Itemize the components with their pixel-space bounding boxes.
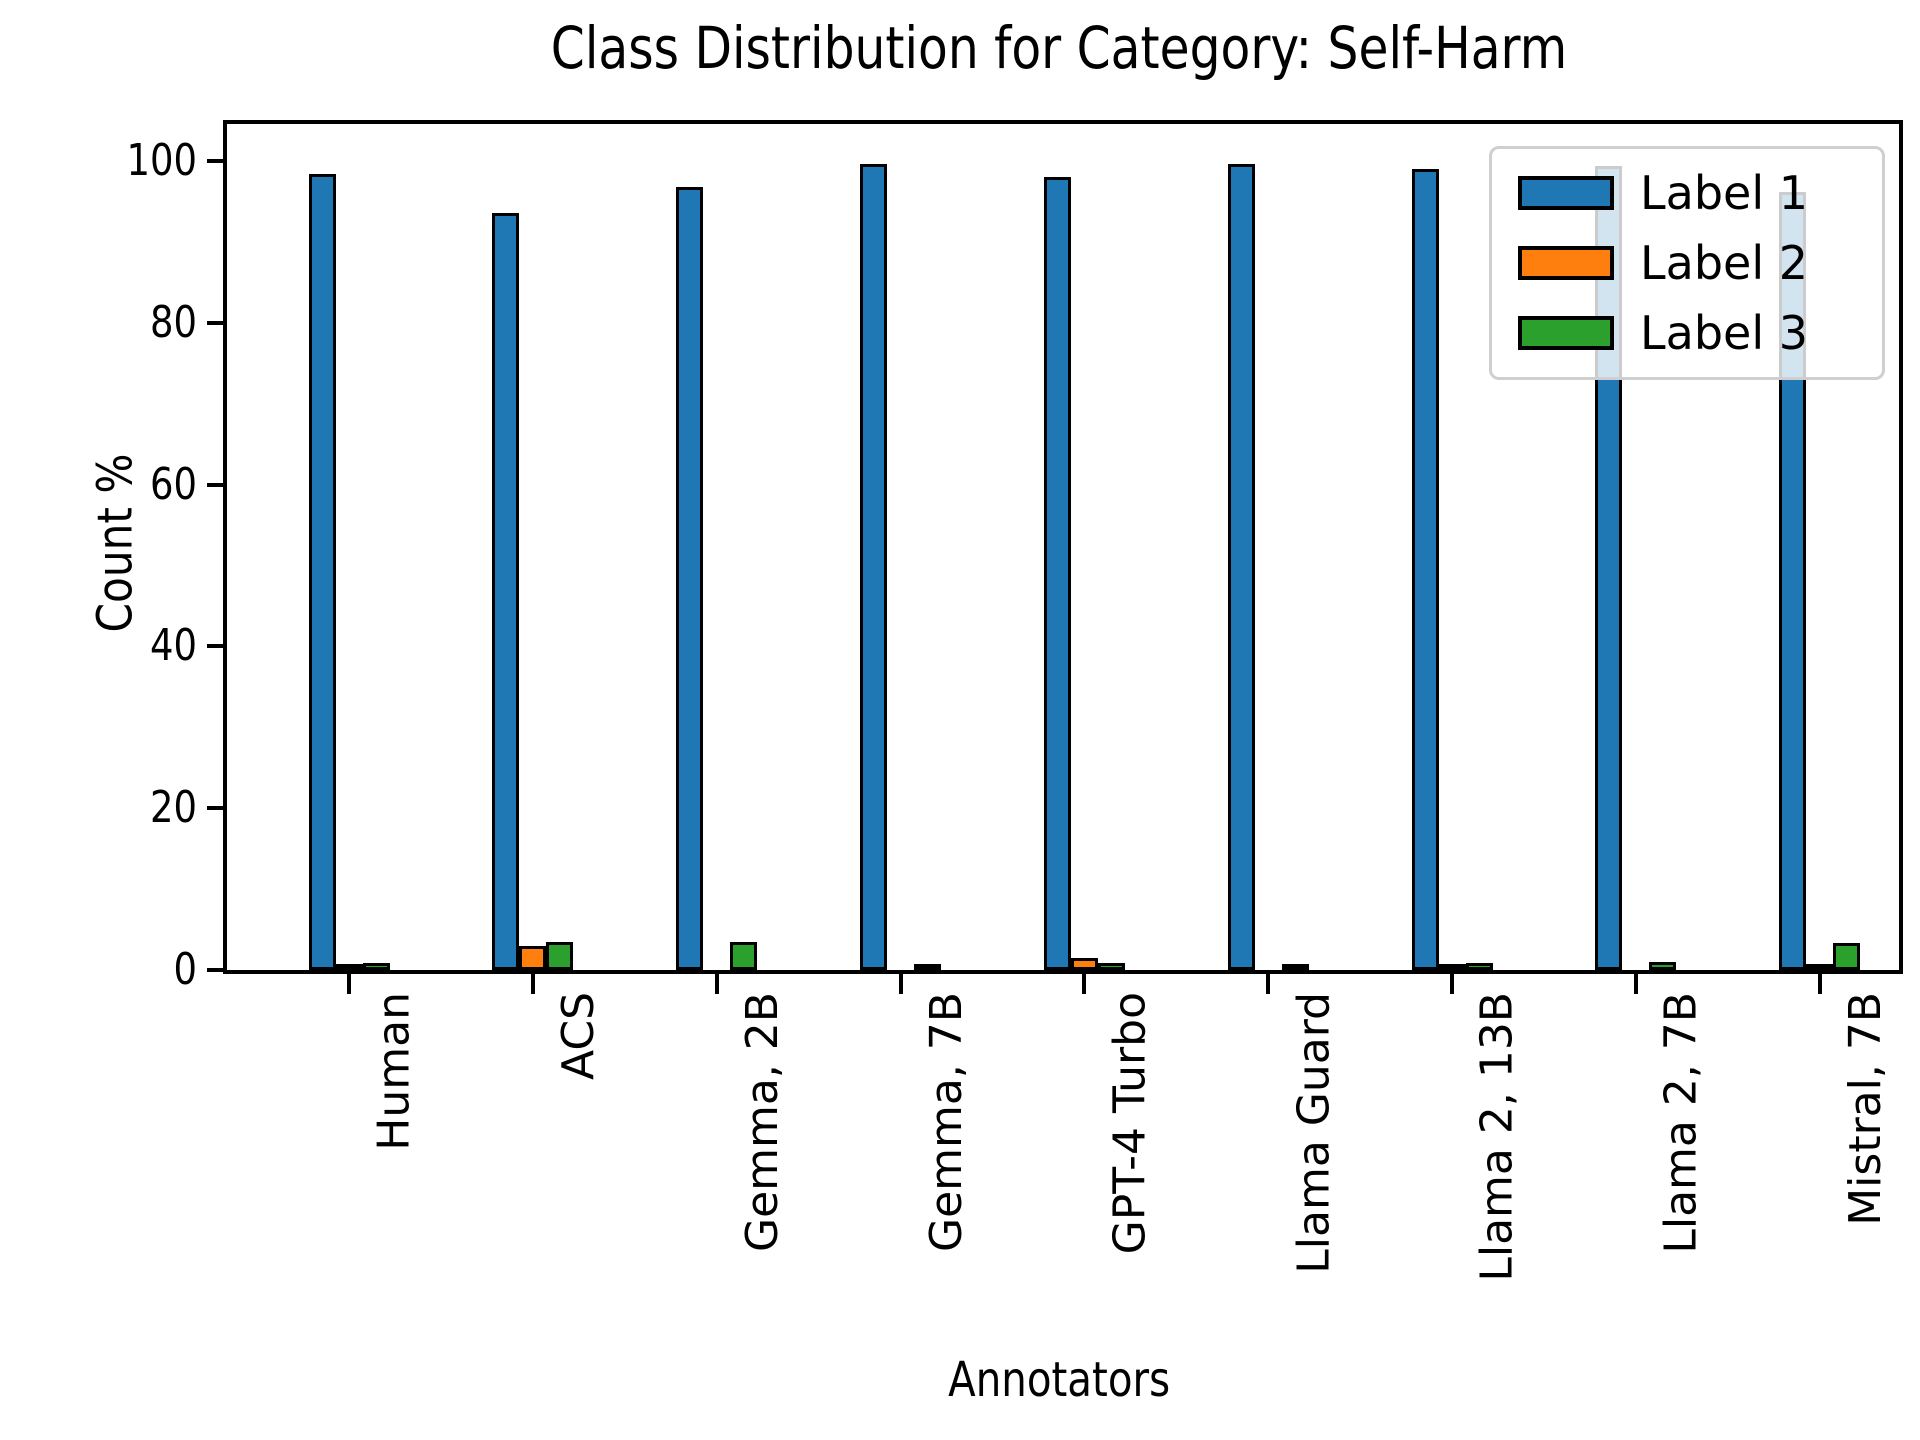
x-tick-label-4: GPT-4 Turbo bbox=[1104, 992, 1156, 1255]
chart-title-text: Class Distribution for Category: Self-Ha… bbox=[550, 14, 1568, 82]
x-tick-7 bbox=[1633, 974, 1638, 994]
legend-entry-label3: Label 3 bbox=[1518, 309, 1856, 357]
legend-swatch-label1 bbox=[1518, 176, 1614, 210]
bar-label-3-6 bbox=[1465, 962, 1493, 970]
x-tick-label-8: Mistral, 7B bbox=[1839, 992, 1891, 1226]
bar-label-3-3 bbox=[914, 964, 942, 970]
x-tick-label-1: ACS bbox=[552, 992, 604, 1080]
x-tick-1 bbox=[530, 974, 535, 994]
bar-label-2-6 bbox=[1438, 964, 1466, 970]
y-tick-label-20: 20 bbox=[149, 782, 197, 834]
x-tick-4 bbox=[1082, 974, 1087, 994]
bar-label-3-5 bbox=[1281, 964, 1309, 970]
legend-swatch-label3 bbox=[1518, 316, 1614, 350]
y-tick-label-100: 100 bbox=[126, 135, 197, 187]
bar-label-1-6 bbox=[1411, 169, 1439, 970]
x-tick-label-0: Human bbox=[369, 992, 421, 1151]
legend-swatch-label2 bbox=[1518, 246, 1614, 280]
bar-label-1-0 bbox=[308, 174, 336, 970]
bar-label-2-8 bbox=[1806, 964, 1834, 970]
y-tick-40 bbox=[207, 644, 223, 649]
y-tick-20 bbox=[207, 806, 223, 811]
y-tick-label-40: 40 bbox=[149, 620, 197, 672]
legend-label-label3: Label 3 bbox=[1640, 306, 1808, 360]
bar-label-1-1 bbox=[492, 212, 520, 970]
y-tick-0 bbox=[207, 968, 223, 972]
bar-label-2-1 bbox=[519, 945, 547, 970]
y-tick-label-0: 0 bbox=[173, 944, 197, 995]
x-axis-label: Annotators bbox=[223, 1352, 1895, 1408]
legend-label-label1: Label 1 bbox=[1640, 166, 1808, 220]
x-tick-8 bbox=[1817, 974, 1822, 994]
x-axis-label-text: Annotators bbox=[948, 1352, 1170, 1408]
legend-entry-label2: Label 2 bbox=[1518, 239, 1856, 287]
legend-label-label2: Label 2 bbox=[1640, 236, 1808, 290]
y-tick-100 bbox=[207, 159, 223, 164]
bar-label-2-4 bbox=[1070, 957, 1098, 970]
x-tick-3 bbox=[898, 974, 903, 994]
x-tick-label-2: Gemma, 2B bbox=[736, 992, 788, 1253]
bar-label-3-0 bbox=[362, 962, 390, 970]
legend-entry-label1: Label 1 bbox=[1518, 169, 1856, 217]
y-tick-label-60: 60 bbox=[149, 458, 197, 510]
x-tick-0 bbox=[347, 974, 352, 994]
bar-label-3-4 bbox=[1097, 962, 1125, 970]
x-tick-5 bbox=[1266, 974, 1271, 994]
bar-label-3-2 bbox=[730, 941, 758, 970]
bar-label-1-3 bbox=[860, 163, 888, 970]
y-tick-label-80: 80 bbox=[149, 296, 197, 348]
bar-label-1-5 bbox=[1227, 163, 1255, 970]
plot-area: 0 20 40 60 80 100 Human ACS Gemma, 2B Gemma, 7B GP… bbox=[126, 120, 1903, 1282]
y-tick-80 bbox=[207, 320, 223, 325]
legend: Label 1 Label 2 Label 3 bbox=[1489, 146, 1885, 380]
x-tick-label-7: Llama 2, 7B bbox=[1655, 992, 1707, 1254]
y-tick-60 bbox=[207, 482, 223, 487]
x-tick-6 bbox=[1450, 974, 1455, 994]
x-tick-label-6: Llama 2, 13B bbox=[1472, 992, 1524, 1282]
bar-label-3-1 bbox=[546, 941, 574, 970]
bar-label-2-0 bbox=[335, 963, 363, 970]
x-tick-label-5: Llama Guard bbox=[1288, 992, 1340, 1274]
bar-label-1-2 bbox=[676, 187, 704, 970]
x-tick-label-3: Gemma, 7B bbox=[920, 992, 972, 1253]
bar-label-3-7 bbox=[1649, 961, 1677, 970]
chart-title: Class Distribution for Category: Self-Ha… bbox=[223, 14, 1895, 82]
bar-label-1-4 bbox=[1043, 177, 1071, 970]
bar-label-3-8 bbox=[1833, 943, 1861, 970]
x-tick-2 bbox=[714, 974, 719, 994]
